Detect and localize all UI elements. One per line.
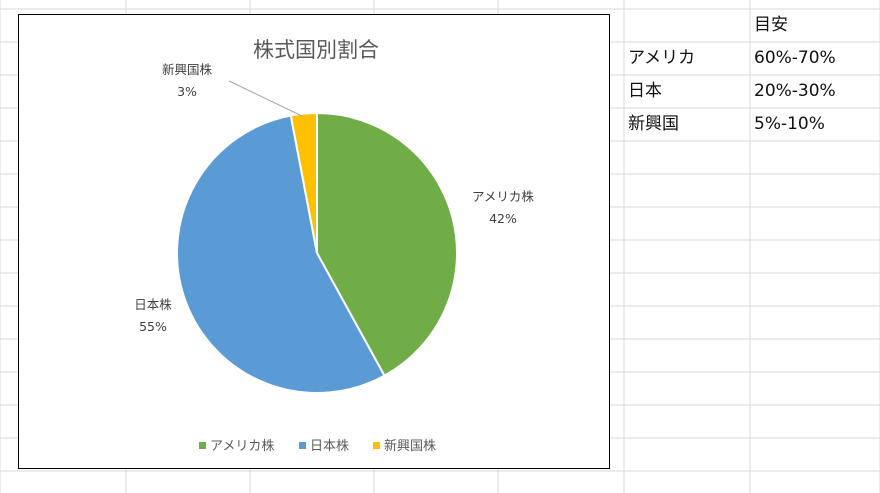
pie-slice-usa[interactable]	[316, 111, 458, 378]
row-value-usa[interactable]: 60%-70%	[754, 48, 836, 68]
legend-item-emerging-swatch	[373, 442, 380, 449]
row-value-japan[interactable]: 20%-30%	[754, 81, 836, 101]
guideline-header-cell[interactable]: 目安	[754, 15, 788, 35]
pie-chart[interactable]: 株式国別割合 アメリカ株 42% 日本株 55% 新興国株 3% アメリカ株 日本株 新興国株	[18, 14, 610, 469]
legend-item-emerging-label: 新興国株	[384, 438, 436, 454]
leader-line-emerging	[228, 80, 303, 117]
data-label-category-japan: 日本株	[134, 297, 172, 312]
legend-item-usa-swatch	[199, 442, 206, 449]
legend-item-japan-label: 日本株	[310, 439, 349, 454]
data-label-percent-usa: 42%	[489, 211, 517, 226]
data-label-category-usa: アメリカ株	[472, 189, 534, 204]
legend-item-usa-label: アメリカ株	[210, 439, 274, 454]
pie-slice-japan[interactable]	[175, 114, 386, 394]
chart-title: 株式国別割合	[253, 38, 379, 62]
data-label-percent-japan: 55%	[139, 319, 167, 334]
legend-item-japan-swatch	[299, 442, 306, 449]
legend: アメリカ株 日本株 新興国株	[199, 438, 436, 454]
data-label-percent-emerging: 3%	[177, 84, 197, 99]
row-value-emerging[interactable]: 5%-10%	[754, 114, 825, 134]
row-label-usa[interactable]: アメリカ	[628, 48, 696, 68]
row-label-emerging[interactable]: 新興国	[628, 114, 679, 134]
pie-slice-emerging[interactable]	[289, 111, 318, 254]
row-label-japan[interactable]: 日本	[628, 81, 662, 101]
data-label-category-emerging: 新興国株	[162, 62, 213, 77]
